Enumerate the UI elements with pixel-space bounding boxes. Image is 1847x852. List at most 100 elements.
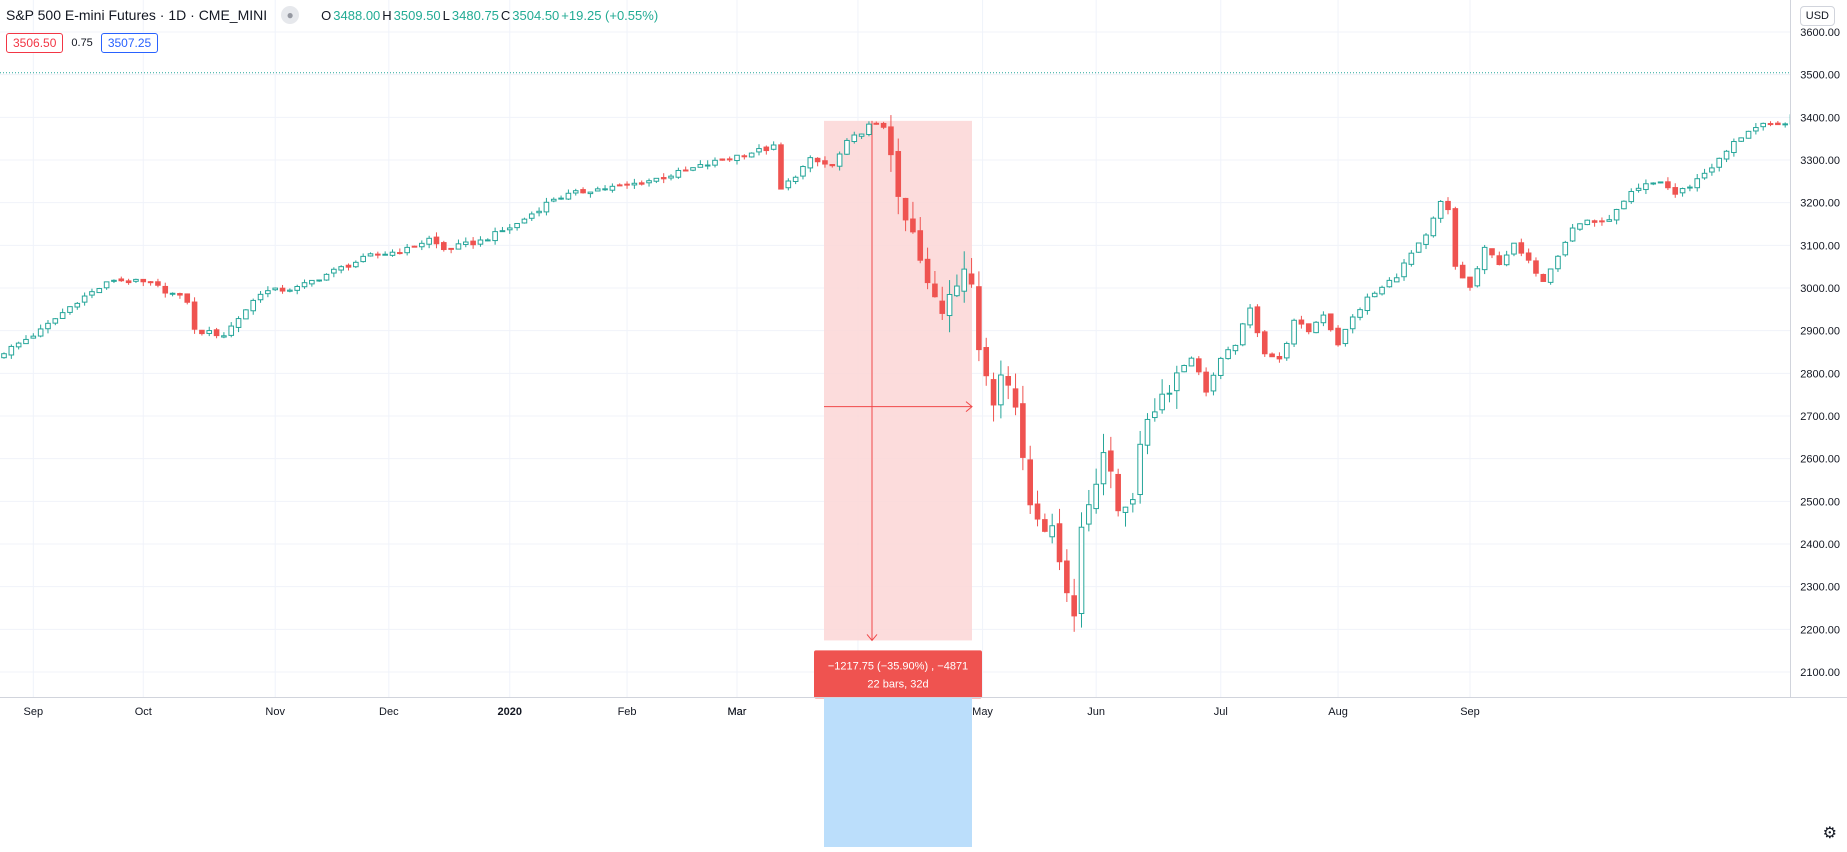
y-tick-label: 3600.00 [1800, 27, 1840, 39]
candle-body [1005, 376, 1012, 386]
candle-body [1159, 393, 1165, 411]
candle-body [206, 330, 213, 334]
candle-body [235, 318, 242, 328]
candle-body [1291, 319, 1297, 345]
candle-body [375, 253, 381, 256]
open-label: O [321, 7, 332, 23]
candle-body [726, 158, 733, 161]
candle-body [455, 243, 462, 250]
candle-body [1247, 307, 1253, 326]
candle-body [265, 290, 271, 295]
candle-body [1467, 276, 1473, 288]
candle-body [653, 177, 660, 182]
candle-body [638, 182, 645, 185]
measure-x-highlight [824, 698, 972, 847]
close-label: C [500, 7, 511, 23]
x-tick-label: Jun [1087, 706, 1105, 718]
candle-body [741, 155, 748, 158]
y-tick-label: 2600.00 [1800, 454, 1840, 466]
candle-body [1643, 183, 1649, 191]
candle-body [697, 164, 704, 168]
ask-button[interactable]: 3507.25 [100, 33, 159, 53]
candle-body [998, 374, 1004, 406]
candle-body [1496, 255, 1503, 266]
visibility-icon[interactable]: ● [281, 6, 300, 24]
bid-button[interactable]: 3506.50 [6, 33, 64, 53]
symbol-title[interactable]: S&P 500 E-mini Futures · 1D · CME_MINI [6, 7, 268, 23]
candle-body [338, 266, 344, 271]
candle-body [213, 329, 220, 337]
candle-body [682, 169, 689, 172]
candle-body [1408, 252, 1415, 265]
y-tick-label: 2100.00 [1800, 667, 1840, 679]
candle-body [169, 292, 176, 295]
candle-body [15, 342, 22, 348]
candle-body [1210, 374, 1217, 392]
price-axis: 3600.00 3500.00 3400.00 3300.00 3200.00 3100.… [1790, 0, 1847, 847]
candle-body [1195, 358, 1202, 373]
candle-body [1327, 313, 1334, 331]
candle-body [646, 180, 652, 184]
candle-body [1723, 150, 1730, 160]
candle-body [125, 280, 132, 284]
measure-change-text: −1217.75 (−35.90%) , −4871 [828, 660, 968, 672]
candle-body [580, 189, 586, 194]
candle-body [59, 312, 66, 319]
candle-body [411, 245, 418, 248]
candle-body [23, 338, 29, 345]
x-tick-label-highlighted: Mar [728, 706, 747, 718]
candle-body [521, 218, 528, 224]
candle-body [191, 301, 198, 330]
currency-button[interactable]: USD [1799, 6, 1835, 26]
candle-body [272, 287, 279, 291]
candle-body [1621, 200, 1627, 210]
candle-body [1269, 353, 1275, 358]
candle-body [1562, 241, 1569, 256]
candle-body [675, 169, 682, 178]
candle-body [1379, 286, 1385, 295]
candle-body [1122, 506, 1129, 513]
candle-body [814, 157, 821, 163]
candle-body [1452, 208, 1459, 267]
candle-body [1650, 182, 1657, 185]
candle-body [67, 306, 73, 313]
candle-body [419, 242, 425, 248]
candle-body [1577, 223, 1583, 230]
candle-body [1020, 403, 1026, 458]
bid-ask-panel: 3506.50 0.75 3507.25 [6, 33, 159, 53]
candle-body [1364, 296, 1371, 312]
candle-body [257, 293, 264, 301]
ohlc-values: O 3488.00 H 3509.50 L 3480.75 C 3504.50 +19.… [321, 8, 658, 23]
candle-body [140, 278, 147, 283]
candle-body [1760, 122, 1767, 128]
y-tick-label: 3000.00 [1800, 283, 1840, 295]
x-tick-label: Nov [265, 706, 285, 718]
candle-body [932, 283, 938, 298]
x-tick-label: Aug [1328, 706, 1348, 718]
x-tick-label: Feb [618, 706, 637, 718]
candle-body [990, 379, 997, 406]
candle-body [1679, 188, 1686, 194]
candle-body [1093, 483, 1099, 510]
candle-body [1276, 355, 1283, 360]
candle-body [89, 291, 95, 296]
y-tick-label: 3200.00 [1800, 198, 1840, 210]
candle-body [1569, 227, 1576, 242]
settings-gear-icon[interactable]: ⚙ [1822, 825, 1837, 842]
candle-body [800, 166, 806, 177]
candle-body [917, 230, 924, 261]
candle-body [1371, 292, 1378, 298]
change-value: +19.25 (+0.55%) [561, 7, 659, 23]
candle-body [976, 286, 982, 351]
candle-body [1166, 392, 1173, 395]
candle-body [1401, 262, 1407, 278]
candle-body [389, 251, 396, 256]
candle-body [1137, 443, 1143, 496]
candle-body [433, 236, 440, 245]
y-tick-label: 2900.00 [1800, 326, 1840, 338]
candle-body [778, 144, 784, 190]
candle-body [382, 253, 388, 256]
candle-body [880, 122, 887, 128]
